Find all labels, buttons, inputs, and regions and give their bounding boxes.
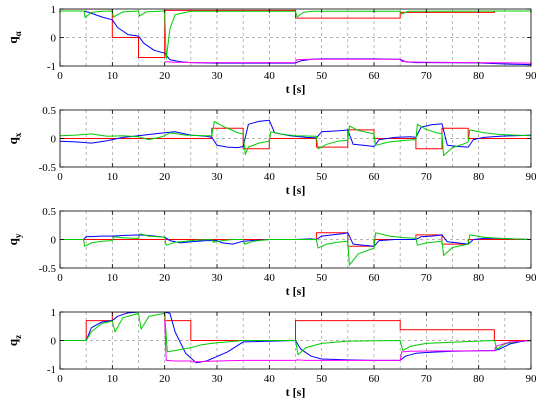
x-tick-label: 20 (159, 272, 171, 284)
x-tick-label: 50 (316, 171, 328, 183)
x-tick-label: 90 (526, 272, 538, 284)
x-tick-label: 10 (107, 70, 119, 82)
y-axis-label-main: q (5, 36, 20, 44)
y-tick-label: -1 (47, 61, 56, 73)
y-tick-label: 0 (51, 336, 57, 348)
x-tick-label: 20 (159, 373, 171, 385)
y-axis-label: qα (5, 31, 23, 43)
x-tick-label: 40 (264, 272, 276, 284)
x-tick-label: 80 (473, 272, 485, 284)
x-tick-label: 80 (473, 171, 485, 183)
y-tick-label: 0 (51, 134, 57, 146)
y-axis-label-main: q (5, 237, 20, 245)
x-tick-label: 80 (473, 373, 485, 385)
x-tick-label: 10 (107, 373, 119, 385)
x-tick-label: 50 (316, 70, 328, 82)
x-tick-label: 30 (212, 70, 224, 82)
x-tick-label: 10 (107, 272, 119, 284)
chart-panel-2: 0 10 20 30 40 50 60 70 80 90-0.500.5t [s]qx (5, 105, 537, 197)
x-tick-label: 80 (473, 70, 485, 82)
chart-panel-3: 0 10 20 30 40 50 60 70 80 90-0.500.5t [s]qy (5, 206, 537, 298)
x-tick-label: 70 (421, 373, 433, 385)
x-tick-label: 60 (369, 373, 381, 385)
y-axis-label-main: q (5, 338, 20, 346)
y-tick-label: 0 (51, 235, 57, 247)
series-line-3 (60, 232, 531, 266)
x-tick-label: 90 (526, 70, 538, 82)
y-axis-label: qx (5, 132, 23, 144)
y-axis-label: qy (5, 233, 23, 245)
series-line-1 (60, 312, 531, 341)
x-tick-label: 20 (159, 70, 171, 82)
y-tick-label: 1 (51, 307, 57, 319)
x-tick-label: 50 (316, 373, 328, 385)
series-line-3 (60, 120, 531, 157)
series-line-4 (164, 320, 531, 363)
x-tick-label: 30 (212, 171, 224, 183)
x-tick-label: 10 (107, 171, 119, 183)
x-tick-label: 0 (57, 373, 63, 385)
x-tick-label: 50 (316, 272, 328, 284)
x-tick-label: 70 (421, 272, 433, 284)
x-tick-label: 70 (421, 70, 433, 82)
y-tick-label: 0.5 (42, 105, 56, 117)
x-axis-label: t [s] (286, 183, 306, 197)
x-tick-label: 30 (212, 272, 224, 284)
y-tick-label: 0 (51, 33, 57, 45)
series-line-4 (164, 58, 531, 64)
x-tick-label: 70 (421, 171, 433, 183)
x-tick-label: 0 (57, 272, 63, 284)
x-tick-label: 60 (369, 272, 381, 284)
y-tick-label: 0.5 (42, 206, 56, 218)
x-tick-label: 40 (264, 373, 276, 385)
y-tick-label: -0.5 (39, 162, 57, 174)
x-tick-label: 60 (369, 171, 381, 183)
y-tick-label: -0.5 (39, 263, 57, 275)
x-tick-label: 60 (369, 70, 381, 82)
series-group (60, 312, 531, 364)
x-tick-label: 90 (526, 171, 538, 183)
x-axis-label: t [s] (286, 82, 306, 96)
y-tick-label: -1 (47, 364, 56, 376)
x-tick-label: 0 (57, 70, 63, 82)
x-tick-label: 30 (212, 373, 224, 385)
y-axis-label-subscript: α (13, 31, 23, 36)
y-axis-label-subscript: y (13, 233, 23, 238)
y-axis-label-subscript: x (13, 132, 23, 137)
y-axis-label-main: q (5, 136, 20, 144)
y-axis-label: qz (5, 335, 23, 346)
x-tick-label: 0 (57, 171, 63, 183)
x-axis-label: t [s] (286, 284, 306, 298)
series-line-3 (60, 10, 531, 60)
series-group (60, 119, 531, 157)
x-tick-label: 40 (264, 70, 276, 82)
y-tick-label: 1 (51, 4, 57, 16)
series-line-3 (60, 312, 531, 356)
series-group (60, 232, 531, 266)
x-tick-label: 40 (264, 171, 276, 183)
x-axis-label: t [s] (286, 385, 306, 399)
x-tick-label: 90 (526, 373, 538, 385)
y-axis-label-subscript: z (13, 335, 23, 339)
x-tick-label: 20 (159, 171, 171, 183)
